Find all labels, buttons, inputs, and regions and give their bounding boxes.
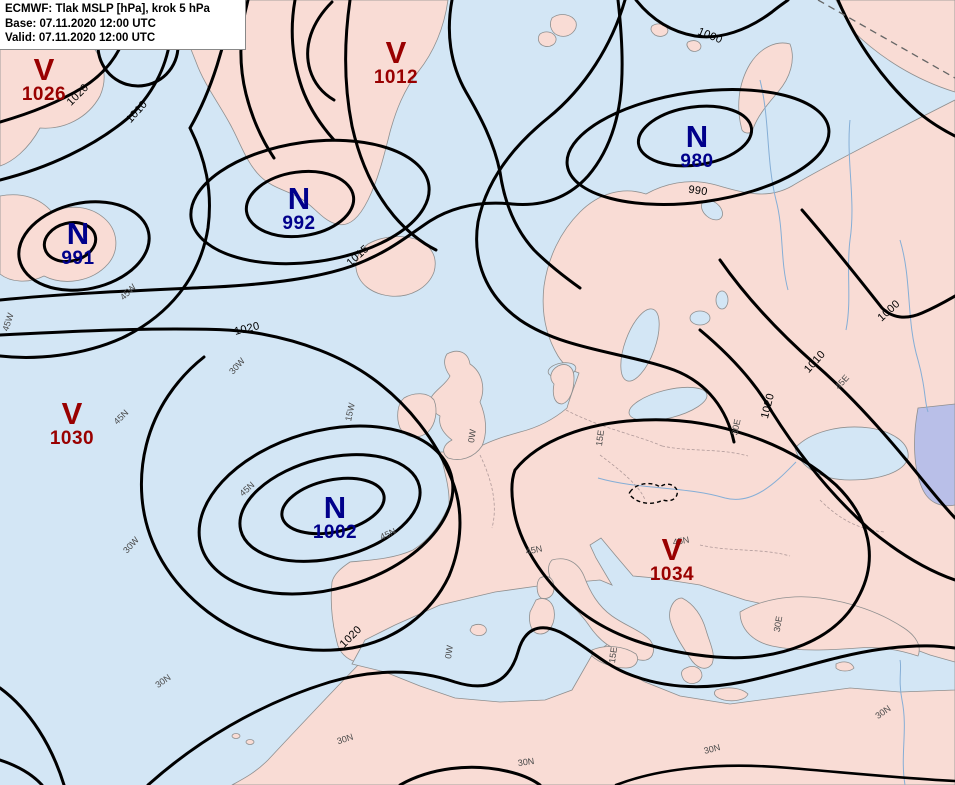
- isobar-value-label: 1010: [123, 98, 151, 126]
- pressure-value: 1002: [312, 522, 358, 543]
- graticule-label: 45W: [0, 311, 16, 333]
- rivers: [597, 79, 929, 785]
- isobar-value-label: 1015: [344, 242, 372, 270]
- pressure-center-high-1034: V 1034: [649, 532, 695, 586]
- pressure-center-low-1002: N 1002: [312, 490, 358, 544]
- graticule-label: 30N: [153, 672, 173, 690]
- graticule-label: 15E: [593, 429, 607, 447]
- graticule-label: 30N: [335, 731, 355, 747]
- pressure-symbol: V: [61, 396, 83, 431]
- pressure-value: 1026: [21, 84, 67, 105]
- graticule-label: 30N: [873, 703, 893, 721]
- pressure-value: 992: [282, 213, 316, 234]
- isobar-value-label: 1000: [695, 25, 725, 47]
- graticule-label: 30N: [517, 755, 535, 769]
- legend-title: ECMWF: Tlak MSLP [hPa], krok 5 hPa: [5, 3, 210, 15]
- isobar-value-label: 1020: [64, 81, 92, 109]
- pressure-center-low-991: N 991: [61, 216, 95, 270]
- isobar-value-label: 1020: [337, 623, 365, 651]
- graticule-label: 45W: [117, 281, 139, 303]
- dashed-lines: [628, 0, 955, 504]
- graticule-label: 45N: [111, 407, 131, 427]
- isobar-value-label: 1010: [801, 348, 829, 376]
- pressure-symbol: V: [661, 532, 683, 567]
- graticule-label: 15W: [343, 401, 357, 423]
- pressure-symbol: N: [685, 119, 709, 154]
- graticule-label: 30W: [121, 534, 141, 556]
- isobar-value-label: 1020: [759, 392, 777, 420]
- graticule-label: 30E: [729, 418, 743, 436]
- pressure-center-high-1030: V 1030: [49, 396, 95, 450]
- pressure-symbol: V: [33, 52, 55, 87]
- pressure-value: 1012: [373, 67, 419, 88]
- legend-valid: Valid: 07.11.2020 12:00 UTC: [5, 32, 156, 44]
- isobar-value-label: 1020: [233, 320, 261, 338]
- graticule-label: 45N: [237, 479, 257, 499]
- graticule-label: 15E: [606, 646, 620, 664]
- graticule-label: 45N: [378, 525, 398, 543]
- pressure-symbol: V: [385, 35, 407, 70]
- graticule-label: 45E: [832, 372, 852, 392]
- pressure-value: 1030: [49, 428, 95, 449]
- pressure-center-high-1012: V 1012: [373, 35, 419, 89]
- graticule-label: 0W: [466, 428, 478, 444]
- pressure-value: 1034: [649, 564, 695, 585]
- graticule-label: 30E: [771, 615, 785, 633]
- graticule-label: 30N: [702, 742, 722, 756]
- pressure-center-low-992: N 992: [282, 181, 316, 235]
- pressure-symbol: N: [323, 490, 347, 525]
- graticule-label: 45N: [524, 543, 544, 557]
- pressure-value: 991: [61, 248, 95, 269]
- legend-base: Base: 07.11.2020 12:00 UTC: [5, 17, 156, 30]
- isobar-value-label: 990: [687, 183, 709, 199]
- legend-box: ECMWF: Tlak MSLP [hPa], krok 5 hPa Base:…: [0, 0, 246, 50]
- pressure-symbol: N: [66, 216, 90, 251]
- pressure-symbol: N: [287, 181, 311, 216]
- peninsulas-islands: [231, 364, 920, 745]
- country-borders: [479, 409, 886, 557]
- graticule-label: 0W: [443, 644, 455, 660]
- graticule-label: 30W: [227, 355, 247, 377]
- pressure-center-low-980: N 980: [680, 119, 714, 173]
- pressure-value: 980: [680, 151, 714, 172]
- isobar-value-label: 1000: [875, 297, 903, 325]
- pressure-center-high-1026: V 1026: [21, 52, 67, 106]
